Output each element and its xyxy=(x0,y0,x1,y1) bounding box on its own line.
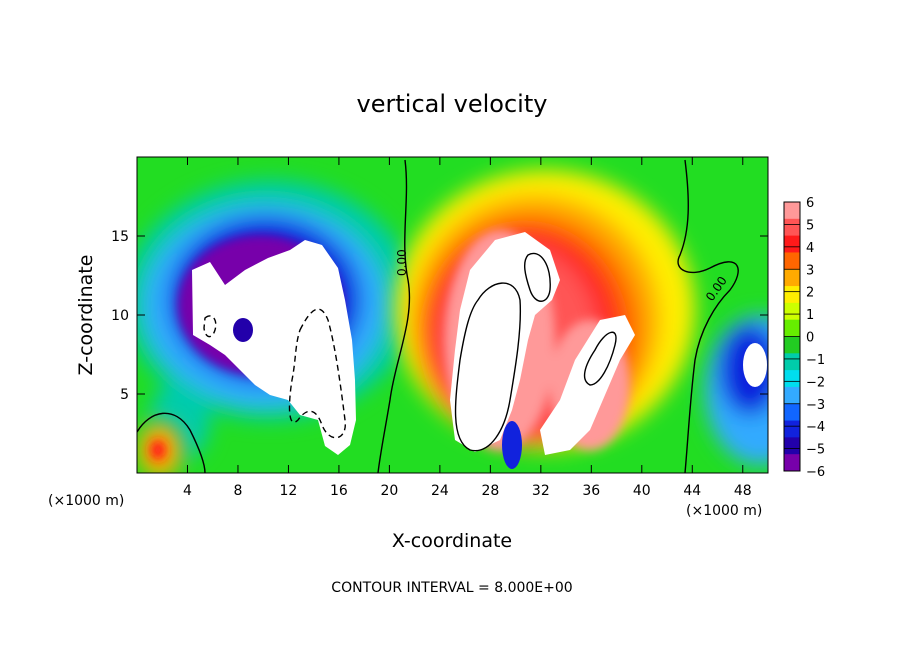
zero-contour-west xyxy=(377,159,411,473)
colorbar-swatch xyxy=(784,386,800,405)
y-axis-label: Z-coordinate xyxy=(75,255,97,376)
x-tick-label: 24 xyxy=(431,483,449,499)
colorbar-swatch xyxy=(784,286,800,304)
downdraft-saturated-left xyxy=(192,240,767,455)
inner-contour-downdraft-small xyxy=(203,315,217,338)
colorbar-label: −6 xyxy=(806,465,825,480)
x-tick-label: 44 xyxy=(683,483,701,499)
colorbar-swatch xyxy=(784,336,800,354)
colorbar-label: −5 xyxy=(806,443,825,458)
y-tick-label: 10 xyxy=(111,308,129,324)
x-tick-label: 32 xyxy=(532,483,550,499)
y-tick-label: 5 xyxy=(120,387,129,403)
y-axis: 5 10 15 xyxy=(111,229,768,403)
inner-contour-downdraft xyxy=(288,308,346,439)
chart-title: vertical velocity xyxy=(357,90,548,118)
colorbar-label: 3 xyxy=(806,263,814,278)
colorbar-label: 6 xyxy=(806,196,814,211)
colorbar-swatch xyxy=(784,302,800,321)
zero-contour-southwest xyxy=(137,412,206,473)
x-tick-label: 4 xyxy=(183,483,192,499)
inner-contour-updraft xyxy=(454,282,522,452)
x-tick-label: 8 xyxy=(233,483,242,499)
footer-contour-interval: CONTOUR INTERVAL = 8.000E+00 xyxy=(331,580,572,596)
contour-label-west: 0.00 xyxy=(395,249,409,276)
colorbar-swatch xyxy=(784,319,800,337)
colorbar-swatch xyxy=(784,218,800,237)
colorbar-label: −1 xyxy=(806,353,825,368)
colorbar-swatch xyxy=(784,353,800,371)
x-unit-label-left: (×1000 m) xyxy=(48,493,124,509)
x-tick-label: 48 xyxy=(734,483,752,499)
colorbar-label: −3 xyxy=(806,398,825,413)
colorbar-label: 1 xyxy=(806,308,814,323)
colorbar-label: 0 xyxy=(806,331,814,346)
x-axis: 4 8 12 16 20 24 28 32 36 40 44 48 xyxy=(183,157,752,499)
x-tick-label: 40 xyxy=(633,483,651,499)
x-tick-label: 16 xyxy=(330,483,348,499)
inner-contour-updraft-east xyxy=(583,331,617,386)
updraft-saturated xyxy=(450,232,635,469)
colorbar-swatch xyxy=(784,403,800,422)
colorbar-swatch xyxy=(784,269,800,287)
colorbar-swatch xyxy=(784,202,800,220)
colorbar-swatch xyxy=(784,252,800,270)
x-tick-label: 20 xyxy=(380,483,398,499)
zero-contour-east xyxy=(677,159,739,473)
colorbar-label: 4 xyxy=(806,241,814,256)
colorbar-label: 2 xyxy=(806,286,814,301)
colorbar-swatch xyxy=(784,370,800,388)
colorbar-swatch xyxy=(784,454,800,472)
colorbar-swatch xyxy=(784,437,800,455)
colorbar-label: −2 xyxy=(806,375,825,390)
colorbar: 6 5 4 3 2 1 0 −1 −2 −3 −4 −5 −6 xyxy=(783,196,825,480)
x-tick-label: 28 xyxy=(481,483,499,499)
colorbar-swatch xyxy=(784,420,800,438)
x-axis-label: X-coordinate xyxy=(392,530,512,552)
colorbar-swatch xyxy=(784,235,800,253)
x-tick-label: 36 xyxy=(582,483,600,499)
colorbar-label: −4 xyxy=(806,420,825,435)
x-tick-label: 12 xyxy=(280,483,298,499)
inner-contour-updraft-upper xyxy=(523,252,551,302)
colorbar-label: 5 xyxy=(806,218,814,233)
plot-area: 0.00 0.00 xyxy=(137,157,768,473)
contour-lines xyxy=(137,159,739,473)
y-tick-label: 15 xyxy=(111,229,129,245)
x-unit-label-right: (×1000 m) xyxy=(686,503,762,519)
